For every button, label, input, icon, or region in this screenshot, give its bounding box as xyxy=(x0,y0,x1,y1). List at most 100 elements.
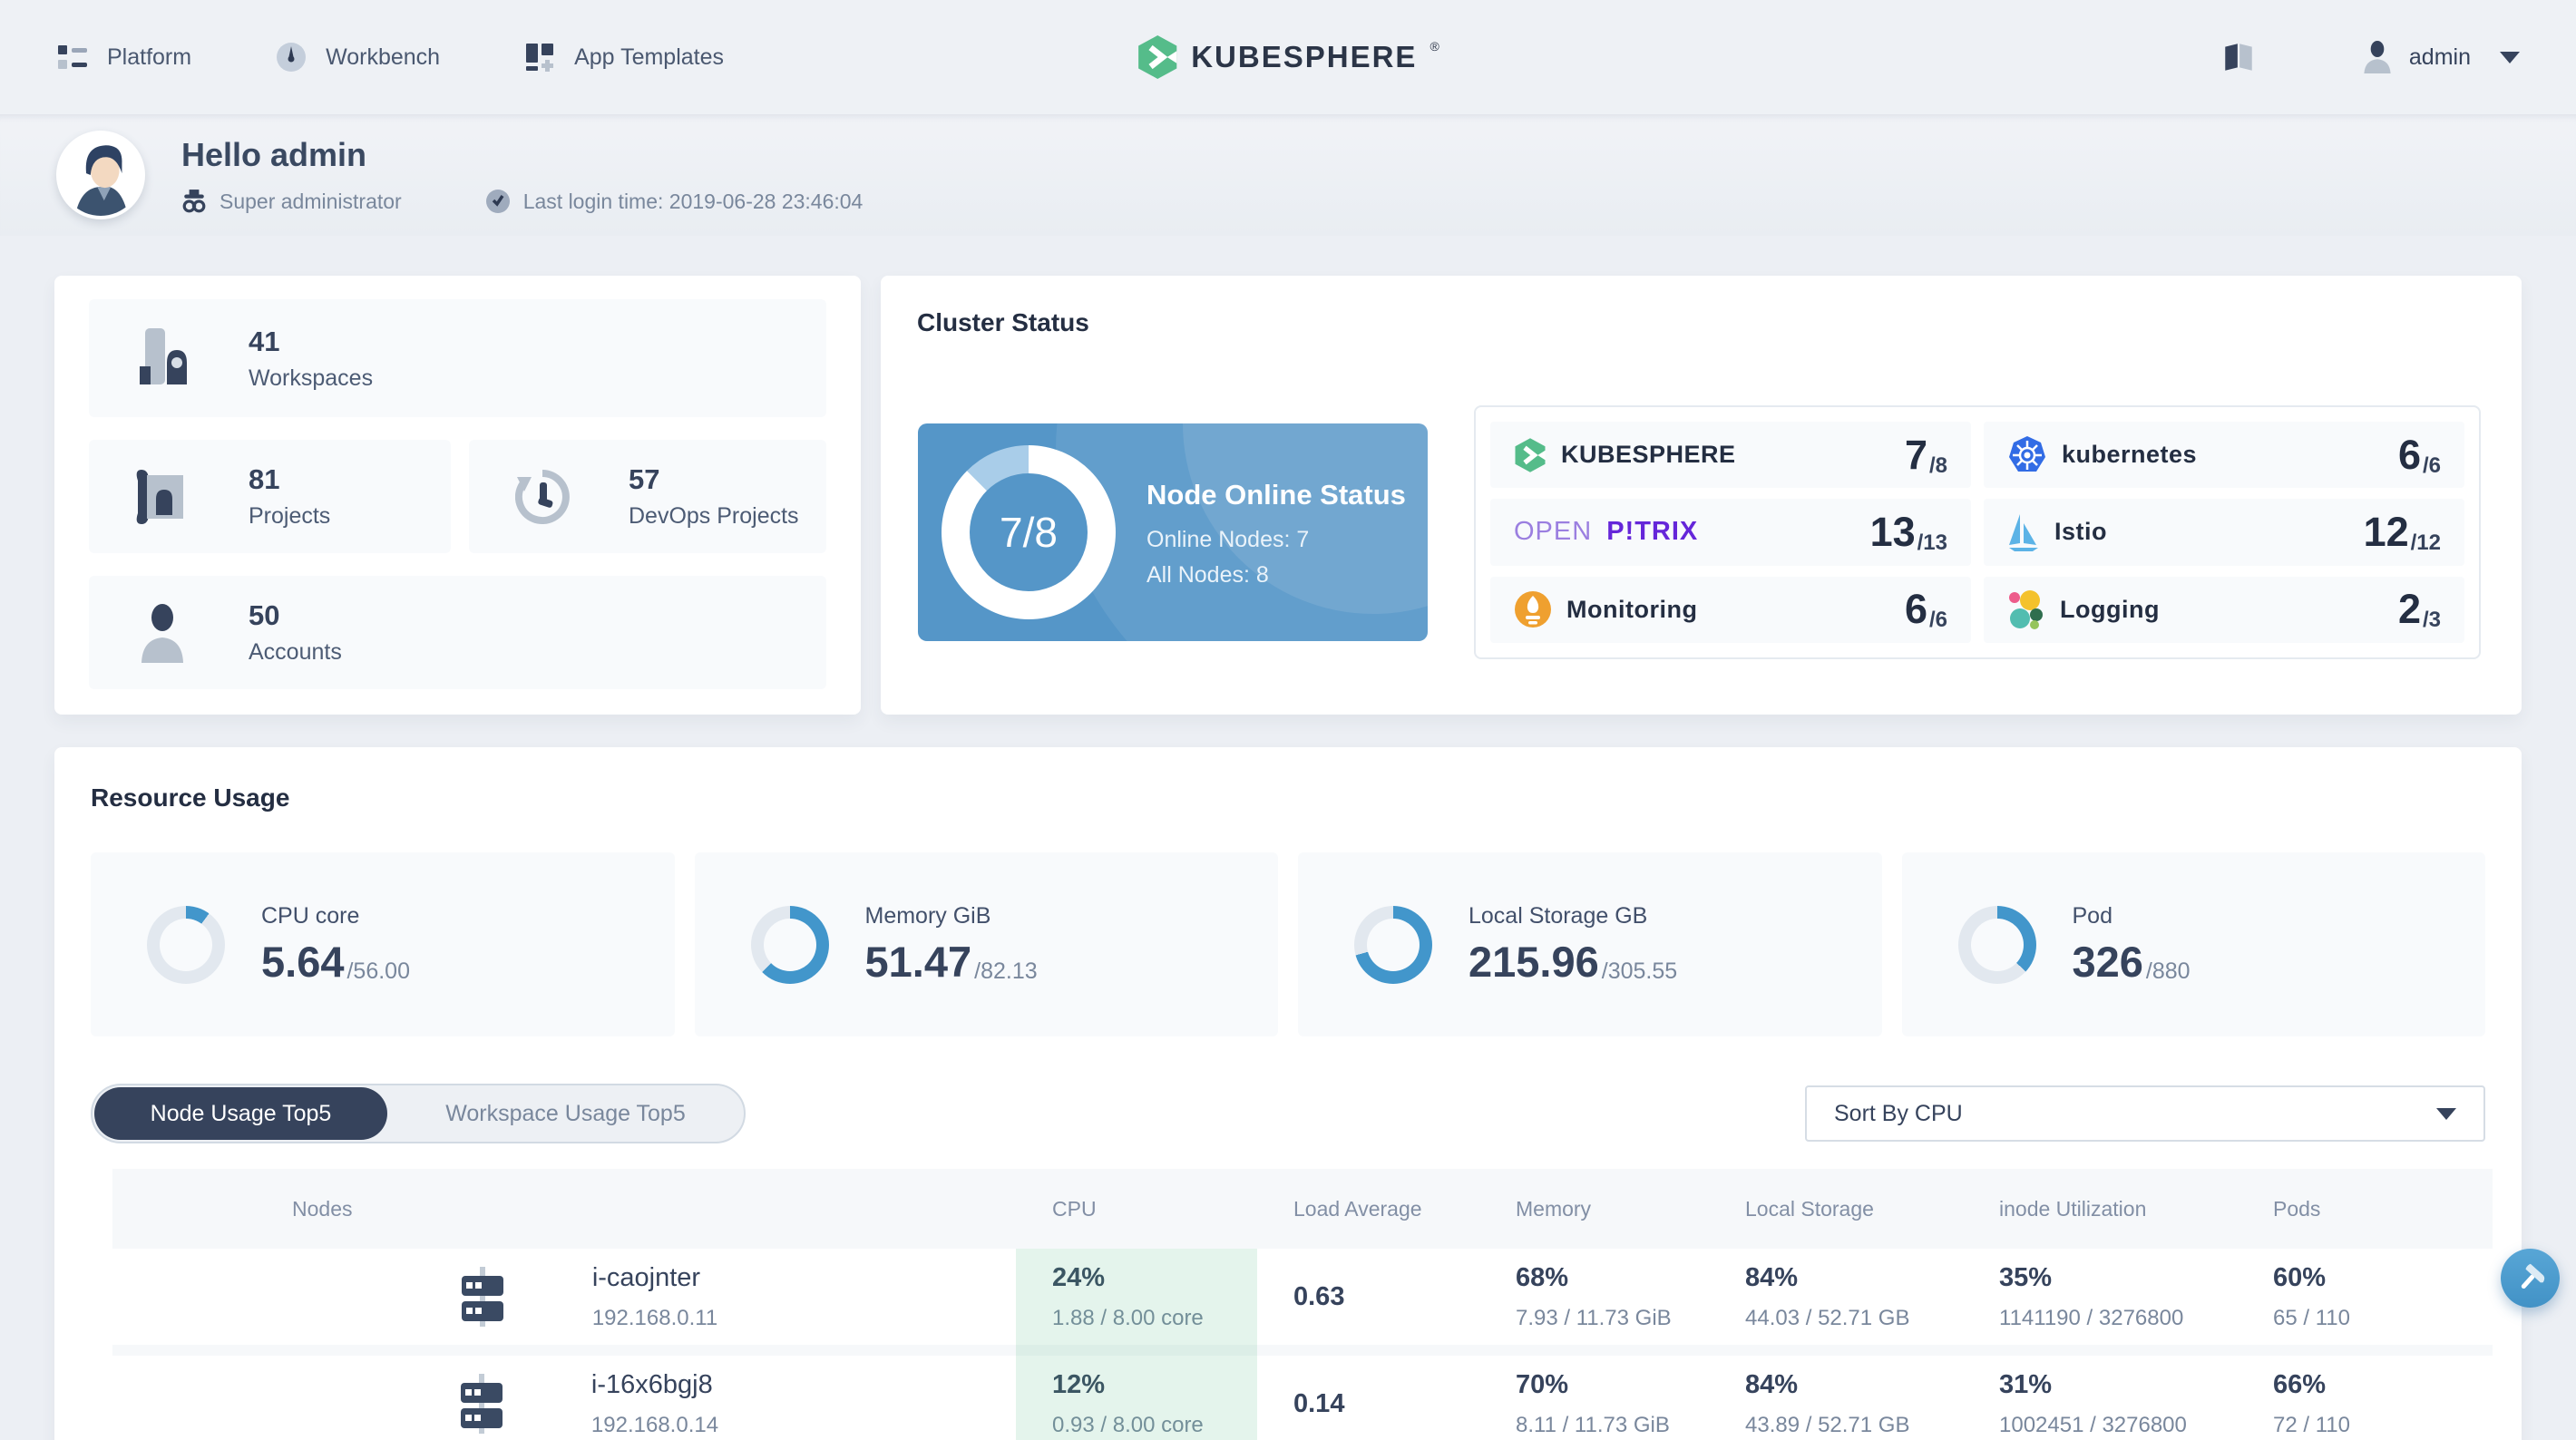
service-total: /8 xyxy=(1928,452,1947,478)
gauge-cpu: CPU core 5.64 /56.00 xyxy=(91,852,675,1036)
service-kubernetes: kubernetes 6 /6 xyxy=(1984,422,2464,489)
storage-percent: 84% xyxy=(1745,1369,1799,1399)
stat-workspaces[interactable]: 41 Workspaces xyxy=(89,299,826,417)
nav-item-app-templates[interactable]: App Templates xyxy=(523,41,724,73)
service-count: 7 xyxy=(1904,431,1927,478)
service-logging: Logging 2 /3 xyxy=(1984,576,2464,643)
memory-cell: 68% 7.93 / 11.73 GiB xyxy=(1479,1249,1709,1345)
service-name: KUBESPHERE xyxy=(1561,441,1736,469)
load-average-cell: 0.63 xyxy=(1257,1249,1479,1345)
role-badge-icon xyxy=(182,190,206,213)
service-count: 12 xyxy=(2363,508,2409,555)
memory-detail: 7.93 / 11.73 GiB xyxy=(1516,1305,1672,1330)
stat-value: 50 xyxy=(249,599,280,631)
gauge-label: Local Storage GB xyxy=(1469,902,1648,929)
inode-detail: 1141190 / 3276800 xyxy=(1999,1305,2184,1330)
avatar-illustration xyxy=(60,134,141,216)
cluster-status-card: Cluster Status 7/8 Node Online Status On… xyxy=(881,276,2522,715)
memory-percent: 70% xyxy=(1516,1369,1569,1399)
gauge-total: /880 xyxy=(2145,958,2191,984)
component-status-grid: KUBESPHERE 7 /8 xyxy=(1474,405,2481,659)
top-nav: Platform Workbench App Templates xyxy=(0,0,2576,114)
user-menu[interactable]: admin xyxy=(2362,41,2520,73)
nav-item-platform[interactable]: Platform xyxy=(56,42,191,73)
inode-detail: 1002451 / 3276800 xyxy=(1999,1412,2187,1437)
service-name: Monitoring xyxy=(1566,595,1698,623)
logo-text: KUBESPHERE xyxy=(1191,40,1418,73)
service-name: Istio xyxy=(2054,518,2108,546)
node-icon xyxy=(460,1374,503,1434)
gauge-pod: Pod 326 /880 xyxy=(1901,852,2485,1036)
sort-by-select[interactable]: Sort By CPU xyxy=(1805,1085,2485,1142)
col-inode-utilization: inode Utilization xyxy=(1999,1196,2147,1221)
inode-percent: 35% xyxy=(1999,1262,2053,1292)
node-ip: 192.168.0.11 xyxy=(591,1305,718,1330)
nav-right: admin xyxy=(2220,41,2520,73)
stat-devops-projects[interactable]: 57 DevOps Projects xyxy=(469,440,826,553)
app-templates-icon xyxy=(526,44,554,72)
role-text: Super administrator xyxy=(220,189,402,213)
service-name: kubernetes xyxy=(2062,441,2198,469)
col-cpu: CPU xyxy=(1052,1196,1097,1221)
node-usage-table: Nodes CPU Load Average Memory Local Stor… xyxy=(112,1169,2493,1440)
memory-percent: 68% xyxy=(1516,1262,1569,1292)
local-storage-donut xyxy=(1354,905,1432,984)
pods-detail: 65 / 110 xyxy=(2273,1305,2350,1330)
tab-node-usage-top5[interactable]: Node Usage Top5 xyxy=(94,1087,387,1140)
stat-projects[interactable]: 81 Projects xyxy=(89,440,451,553)
pods-cell: 60% 65 / 110 xyxy=(2237,1249,2493,1345)
stat-value: 57 xyxy=(629,463,660,495)
gauge-local-storage: Local Storage GB 215.96 /305.55 xyxy=(1298,852,1882,1036)
gauge-total: /82.13 xyxy=(974,958,1038,984)
stat-label: Accounts xyxy=(249,639,342,665)
service-istio: Istio 12 /12 xyxy=(1984,499,2464,566)
node-online-heading: Node Online Status xyxy=(1147,479,1406,511)
istio-icon xyxy=(2009,513,2038,551)
load-average-value: 0.63 xyxy=(1293,1281,1345,1311)
logging-icon xyxy=(2009,590,2043,630)
gauge-label: Pod xyxy=(2072,902,2113,929)
service-name: Logging xyxy=(2060,595,2160,623)
accounts-icon xyxy=(141,603,183,663)
user-role: Super administrator xyxy=(181,190,402,214)
stat-accounts[interactable]: 50 Accounts xyxy=(89,576,826,689)
nav-item-label: Workbench xyxy=(326,44,441,70)
table-row[interactable]: i-caojnter 192.168.0.11 24% 1.88 / 8.00 … xyxy=(112,1249,2493,1345)
user-name: admin xyxy=(2408,44,2471,70)
service-count: 6 xyxy=(1904,586,1927,633)
openpitrix-wordmark-suffix: P!TRIX xyxy=(1606,517,1699,547)
memory-donut xyxy=(750,905,829,984)
sort-by-value: Sort By CPU xyxy=(1834,1100,1963,1126)
tab-workspace-usage-top5[interactable]: Workspace Usage Top5 xyxy=(445,1100,686,1126)
online-nodes-label: Online Nodes: 7 xyxy=(1147,527,1310,552)
gauge-value: 215.96 xyxy=(1469,937,1599,986)
gauge-total: /305.55 xyxy=(1601,958,1678,984)
platform-icon xyxy=(58,45,87,69)
nav-item-workbench[interactable]: Workbench xyxy=(275,41,440,73)
stat-value: 81 xyxy=(249,463,280,495)
cpu-cell: 12% 0.93 / 8.00 core xyxy=(1016,1356,1257,1440)
node-online-ratio: 7/8 xyxy=(1000,509,1058,556)
table-row[interactable]: i-16x6bgj8 192.168.0.14 12% 0.93 / 8.00 … xyxy=(112,1356,2493,1440)
gauge-label: CPU core xyxy=(261,902,360,929)
node-online-panel: 7/8 Node Online Status Online Nodes: 7 A… xyxy=(918,423,1428,641)
kubesphere-logo[interactable]: KUBESPHERE ® xyxy=(1137,34,1439,80)
workbench-icon xyxy=(277,43,307,72)
all-nodes-label: All Nodes: 8 xyxy=(1147,562,1269,588)
inode-cell: 35% 1141190 / 3276800 xyxy=(1963,1249,2237,1345)
col-memory: Memory xyxy=(1516,1196,1592,1221)
service-openpitrix: OPEN P!TRIX 13 /13 xyxy=(1490,499,1971,566)
last-login: Last login time: 2019-06-28 23:46:04 xyxy=(485,189,863,214)
docs-icon[interactable] xyxy=(2220,42,2257,73)
service-count: 13 xyxy=(1869,508,1916,555)
chevron-down-icon xyxy=(2436,1107,2456,1120)
memory-cell: 70% 8.11 / 11.73 GiB xyxy=(1479,1356,1709,1440)
cpu-percent: 24% xyxy=(1052,1262,1106,1292)
cpu-percent: 12% xyxy=(1052,1369,1106,1399)
node-name: i-16x6bgj8 xyxy=(590,1369,713,1399)
resource-usage-card: Resource Usage CPU core 5.64 /56.00 Memo… xyxy=(54,747,2522,1440)
col-load-average: Load Average xyxy=(1293,1196,1422,1221)
projects-icon xyxy=(136,469,183,524)
toolbox-fab[interactable] xyxy=(2501,1249,2560,1308)
pods-detail: 72 / 110 xyxy=(2273,1412,2350,1437)
